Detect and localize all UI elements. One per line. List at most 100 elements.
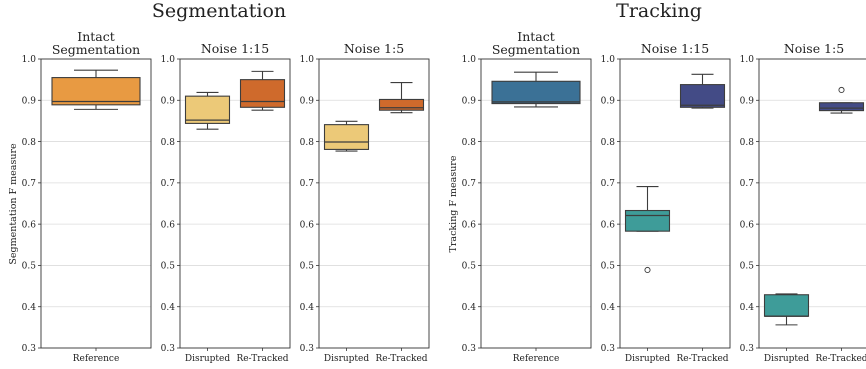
box-re-tracked bbox=[239, 70, 286, 111]
y-tick-label: 0.6 bbox=[462, 220, 477, 230]
y-tick-label: 0.9 bbox=[462, 96, 477, 106]
panel-title-line: Noise 1:15 bbox=[201, 41, 269, 56]
panel-title-line: Intact bbox=[517, 29, 555, 44]
panel-title-line: Segmentation bbox=[52, 42, 140, 57]
y-tick-label: 0.9 bbox=[740, 96, 755, 106]
y-tick-label: 0.8 bbox=[161, 138, 176, 148]
panel-frame bbox=[758, 58, 866, 349]
y-axis-label-tracking: Tracking F measure bbox=[448, 155, 459, 252]
marks-layer bbox=[51, 69, 865, 326]
y-tick-label: 0.7 bbox=[740, 179, 755, 189]
box-body bbox=[323, 124, 370, 150]
y-tick-label: 0.4 bbox=[601, 303, 616, 313]
y-tick-label: 1.0 bbox=[740, 55, 755, 65]
y-tick-label: 0.8 bbox=[740, 138, 755, 148]
y-tick-label: 0.7 bbox=[601, 179, 616, 189]
y-tick-label: 0.9 bbox=[22, 96, 37, 106]
x-tick-label: Disrupted bbox=[324, 354, 370, 364]
y-tick-label: 0.9 bbox=[300, 96, 315, 106]
panel-title: Intact Segmentation bbox=[52, 29, 140, 57]
y-tick-label: 0.4 bbox=[740, 303, 755, 313]
panel-title-line: Noise 1:5 bbox=[784, 41, 844, 56]
outlier-point bbox=[644, 266, 651, 274]
y-tick-label: 0.8 bbox=[462, 138, 477, 148]
y-tick-label: 0.5 bbox=[300, 262, 315, 272]
y-tick-label: 1.0 bbox=[300, 55, 315, 65]
y-tick-label: 0.6 bbox=[22, 220, 37, 230]
y-tick-label: 0.9 bbox=[161, 96, 176, 106]
box-re-tracked bbox=[818, 86, 865, 114]
x-tick-label: Disrupted bbox=[764, 354, 810, 364]
panel-frame bbox=[179, 58, 291, 349]
text-layer: Segmentation Tracking Segmentation F mea… bbox=[8, 0, 866, 364]
y-tick-label: 0.3 bbox=[161, 344, 176, 354]
box-body bbox=[184, 95, 231, 124]
panel-title-line: Noise 1:5 bbox=[344, 41, 404, 56]
y-tick-label: 1.0 bbox=[462, 55, 477, 65]
box-body bbox=[239, 79, 286, 108]
x-tick-label: Reference bbox=[513, 354, 560, 364]
y-tick-label: 1.0 bbox=[22, 55, 37, 65]
y-tick-label: 0.8 bbox=[300, 138, 315, 148]
y-tick-label: 0.4 bbox=[462, 303, 477, 313]
y-tick-label: 0.9 bbox=[601, 96, 616, 106]
box-body bbox=[378, 98, 425, 111]
y-tick-label: 0.5 bbox=[462, 262, 477, 272]
group-title-segmentation: Segmentation bbox=[152, 0, 286, 22]
y-tick-label: 0.5 bbox=[740, 262, 755, 272]
y-tick-label: 0.4 bbox=[300, 303, 315, 313]
y-tick-label: 0.6 bbox=[740, 220, 755, 230]
y-tick-label: 0.5 bbox=[601, 262, 616, 272]
y-tick-label: 0.7 bbox=[462, 179, 477, 189]
x-tick-label: Re-Tracked bbox=[676, 354, 728, 364]
panel-frame bbox=[619, 58, 731, 349]
panel-title: Noise 1:15 bbox=[641, 41, 709, 56]
box-disrupted bbox=[763, 293, 810, 326]
x-tick-label: Disrupted bbox=[185, 354, 231, 364]
panel-title-line: Segmentation bbox=[492, 42, 580, 57]
y-tick-label: 0.3 bbox=[601, 344, 616, 354]
y-tick-label: 0.5 bbox=[161, 262, 176, 272]
panel-title: Noise 1:5 bbox=[784, 41, 844, 56]
x-tick-label: Reference bbox=[73, 354, 120, 364]
frames-layer bbox=[38, 58, 866, 351]
panel-title: Intact Segmentation bbox=[492, 29, 580, 57]
y-tick-label: 1.0 bbox=[601, 55, 616, 65]
y-tick-label: 0.7 bbox=[300, 179, 315, 189]
y-tick-label: 0.6 bbox=[300, 220, 315, 230]
box-body bbox=[818, 102, 865, 112]
y-tick-label: 0.3 bbox=[300, 344, 315, 354]
group-title-tracking: Tracking bbox=[616, 0, 702, 22]
y-tick-label: 0.8 bbox=[22, 138, 37, 148]
y-tick-label: 0.3 bbox=[740, 344, 755, 354]
y-tick-label: 0.6 bbox=[601, 220, 616, 230]
y-tick-label: 0.7 bbox=[22, 179, 37, 189]
panel-title: Noise 1:15 bbox=[201, 41, 269, 56]
y-tick-label: 1.0 bbox=[161, 55, 176, 65]
box-disrupted bbox=[184, 91, 231, 130]
box-re-tracked bbox=[378, 81, 425, 114]
box-disrupted bbox=[323, 120, 370, 152]
box-body bbox=[679, 84, 726, 108]
box-body bbox=[624, 209, 671, 232]
y-tick-label: 0.7 bbox=[161, 179, 176, 189]
x-tick-label: Disrupted bbox=[625, 354, 671, 364]
y-tick-label: 0.4 bbox=[22, 303, 37, 313]
box-reference bbox=[51, 69, 141, 110]
y-tick-label: 0.4 bbox=[161, 303, 176, 313]
x-tick-label: Re-Tracked bbox=[375, 354, 427, 364]
box-body bbox=[491, 80, 581, 105]
panel-title: Noise 1:5 bbox=[344, 41, 404, 56]
x-tick-label: Re-Tracked bbox=[236, 354, 288, 364]
panel-frame bbox=[40, 58, 152, 349]
y-tick-label: 0.3 bbox=[22, 344, 37, 354]
y-tick-label: 0.6 bbox=[161, 220, 176, 230]
y-tick-label: 0.8 bbox=[601, 138, 616, 148]
y-tick-label: 0.3 bbox=[462, 344, 477, 354]
panel-frame bbox=[480, 58, 592, 349]
box-re-tracked bbox=[679, 73, 726, 109]
panel-title-line: Intact bbox=[77, 29, 115, 44]
y-axis-label-segmentation: Segmentation F measure bbox=[8, 143, 19, 265]
panel-frame bbox=[318, 58, 430, 349]
